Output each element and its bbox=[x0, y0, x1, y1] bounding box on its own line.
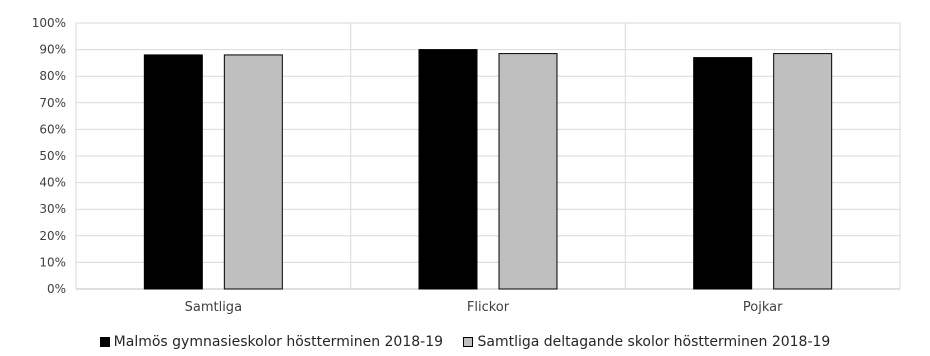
y-tick-label: 30% bbox=[39, 202, 66, 216]
y-tick-label: 60% bbox=[39, 122, 66, 136]
y-tick-label: 40% bbox=[39, 176, 66, 190]
bar bbox=[498, 53, 558, 290]
y-tick-label: 80% bbox=[39, 69, 66, 83]
bar bbox=[418, 49, 478, 290]
legend-label-samtliga: Samtliga deltagande skolor höstterminen … bbox=[477, 334, 831, 350]
legend: Malmös gymnasieskolor höstterminen 2018-… bbox=[0, 334, 930, 350]
y-tick-label: 100% bbox=[32, 16, 66, 30]
legend-item-samtliga: Samtliga deltagande skolor höstterminen … bbox=[463, 334, 830, 350]
y-tick-label: 10% bbox=[39, 255, 66, 269]
legend-swatch-malmo bbox=[99, 337, 110, 347]
bar bbox=[143, 54, 203, 290]
legend-swatch-samtliga bbox=[463, 337, 474, 347]
y-tick-label: 70% bbox=[39, 96, 66, 110]
bar bbox=[693, 57, 753, 290]
x-tick-label: Samtliga bbox=[185, 300, 242, 315]
bar bbox=[773, 53, 833, 290]
y-tick-label: 0% bbox=[47, 282, 66, 296]
legend-label-malmo: Malmös gymnasieskolor höstterminen 2018-… bbox=[113, 334, 444, 350]
bar bbox=[223, 54, 283, 290]
legend-item-malmo: Malmös gymnasieskolor höstterminen 2018-… bbox=[99, 334, 444, 350]
bar-chart: 0% 10% 20% 30% 40% 50% 60% 70% 80% 90% 100% Samtlig… bbox=[32, 16, 901, 315]
y-tick-label: 90% bbox=[39, 43, 66, 57]
x-tick-label: Pojkar bbox=[743, 300, 783, 315]
y-tick-label: 50% bbox=[39, 149, 66, 163]
x-tick-label: Flickor bbox=[467, 300, 510, 315]
y-tick-label: 20% bbox=[39, 229, 66, 243]
